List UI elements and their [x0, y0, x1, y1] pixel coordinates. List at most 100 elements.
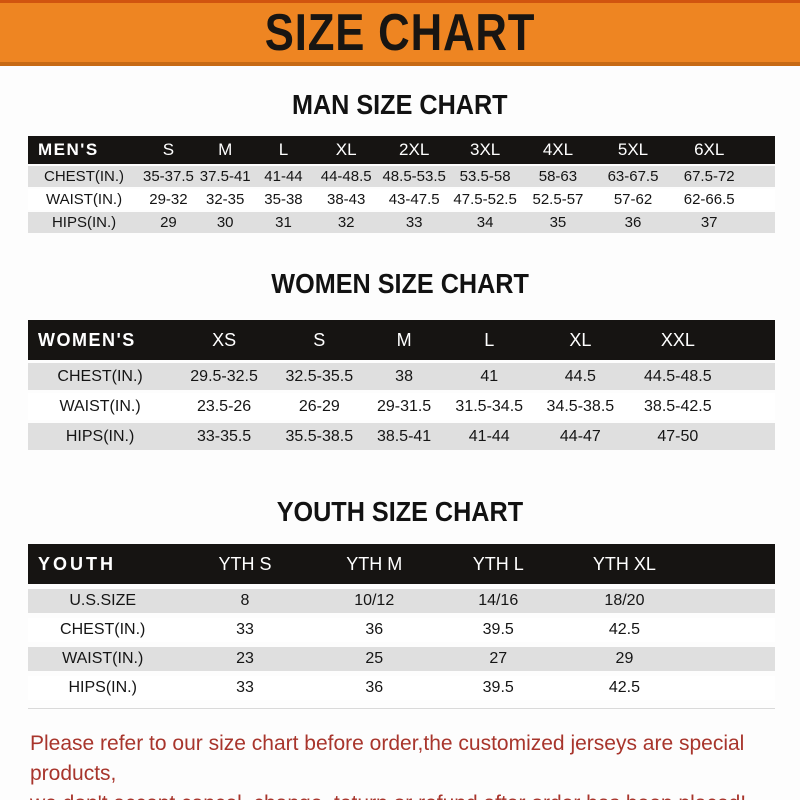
women-size-value-cell: 35.5-38.5	[275, 423, 363, 450]
men-size-value-cell: 34	[449, 212, 521, 233]
youth-size-value-cell: 29	[560, 647, 689, 671]
men-size-value-cell: 52.5-57	[520, 189, 595, 210]
women-size-value-cell: 41	[445, 363, 533, 390]
youth-size-value-cell: 42.5	[560, 618, 689, 642]
youth-size-value-cell: 39.5	[435, 618, 561, 642]
spacer-cell	[688, 647, 775, 671]
men-size-value-cell: 35	[520, 212, 595, 233]
men-size-value-cell: 62-66.5	[671, 189, 748, 210]
youth-size-value-cell: 25	[312, 647, 436, 671]
men-size-column-header: M	[196, 136, 254, 164]
spacer-cell	[727, 363, 775, 390]
men-size-value-cell: 57-62	[594, 189, 672, 210]
men-size-value-cell: 58-63	[520, 166, 595, 187]
men-size-value-cell: 35-37.5	[140, 166, 197, 187]
women-size-column-header: M	[362, 320, 446, 360]
women-size-value-cell: 31.5-34.5	[445, 393, 533, 420]
youth-size-value-cell: 36	[312, 676, 436, 700]
men-size-column-header: XL	[313, 136, 380, 164]
spacer-cell	[747, 212, 775, 233]
women-header-row: WOMEN'S XS S M L XL XXL	[28, 320, 775, 360]
men-size-column-header: S	[140, 136, 197, 164]
youth-row-label-cell: WAIST(IN.)	[28, 647, 178, 671]
youth-size-value-cell: 33	[177, 676, 313, 700]
men-size-value-cell: 29	[140, 212, 197, 233]
youth-size-value-cell: 33	[177, 618, 313, 642]
women-size-column-header: L	[445, 320, 533, 360]
youth-size-value-cell: 10/12	[312, 589, 436, 613]
women-size-value-cell: 44.5	[532, 363, 628, 390]
men-size-value-cell: 38-43	[313, 189, 380, 210]
youth-table-row: WAIST(IN.) 23 25 27 29	[28, 647, 775, 671]
women-row-label-cell: WAIST(IN.)	[28, 393, 173, 420]
youth-size-value-cell: 23	[177, 647, 313, 671]
disclaimer: Please refer to our size chart before or…	[30, 729, 800, 800]
men-size-value-cell: 36	[594, 212, 672, 233]
women-size-value-cell: 38	[362, 363, 446, 390]
men-size-value-cell: 37	[671, 212, 748, 233]
women-size-table: WOMEN'S XS S M L XL XXL CHEST(IN.) 29.5-32.5 32.5…	[28, 317, 775, 453]
men-size-column-header: 2XL	[379, 136, 450, 164]
spacer-cell	[688, 618, 775, 642]
women-corner-label: WOMEN'S	[28, 320, 173, 360]
youth-size-column-header: YTH S	[177, 544, 313, 584]
women-row-label-cell: CHEST(IN.)	[28, 363, 173, 390]
men-size-value-cell: 29-32	[140, 189, 197, 210]
youth-size-value-cell: 8	[177, 589, 313, 613]
men-size-value-cell: 53.5-58	[449, 166, 521, 187]
youth-corner-label: YOUTH	[28, 544, 178, 584]
youth-size-value-cell: 27	[435, 647, 561, 671]
spacer-cell	[747, 166, 775, 187]
youth-size-column-header: YTH XL	[560, 544, 689, 584]
spacer-cell	[747, 136, 775, 164]
disclaimer-line2: we don't accept cancel, change, teturn o…	[30, 789, 800, 800]
women-size-value-cell: 29-31.5	[362, 393, 446, 420]
women-section-heading-text: WOMEN SIZE CHART	[271, 268, 529, 299]
men-size-value-cell: 67.5-72	[671, 166, 748, 187]
men-size-value-cell: 43-47.5	[379, 189, 450, 210]
men-size-value-cell: 41-44	[253, 166, 314, 187]
women-size-column-header: XS	[172, 320, 276, 360]
youth-row-label-cell: CHEST(IN.)	[28, 618, 178, 642]
men-size-value-cell: 33	[379, 212, 450, 233]
youth-section-heading-text: YOUTH SIZE CHART	[276, 496, 524, 527]
women-size-value-cell: 38.5-42.5	[627, 393, 728, 420]
men-size-value-cell: 48.5-53.5	[379, 166, 450, 187]
spacer-cell	[688, 589, 775, 613]
youth-size-table: YOUTH YTH S YTH M YTH L YTH XL U.S.SIZE 8 10/12…	[28, 539, 775, 705]
women-size-value-cell: 38.5-41	[362, 423, 446, 450]
youth-table-bottom-divider	[28, 708, 775, 709]
women-section-heading: WOMEN SIZE CHART	[0, 269, 800, 299]
spacer-cell	[727, 393, 775, 420]
men-table-row: HIPS(IN.) 29 30 31 32 33 34 35 36 37	[28, 212, 775, 233]
youth-size-value-cell: 18/20	[560, 589, 689, 613]
men-size-column-header: 3XL	[449, 136, 521, 164]
women-table-row: CHEST(IN.) 29.5-32.5 32.5-35.5 38 41 44.5 44.5…	[28, 363, 775, 390]
men-size-value-cell: 37.5-41	[196, 166, 254, 187]
women-table-row: HIPS(IN.) 33-35.5 35.5-38.5 38.5-41 41-44 44-…	[28, 423, 775, 450]
youth-size-value-cell: 42.5	[560, 676, 689, 700]
men-table-row: CHEST(IN.) 35-37.5 37.5-41 41-44 44-48.5 48.5…	[28, 166, 775, 187]
women-size-column-header: XXL	[627, 320, 728, 360]
spacer-cell	[727, 423, 775, 450]
youth-table-row: U.S.SIZE 8 10/12 14/16 18/20	[28, 589, 775, 613]
men-size-value-cell: 35-38	[253, 189, 314, 210]
youth-section-heading: YOUTH SIZE CHART	[0, 497, 800, 527]
women-size-value-cell: 32.5-35.5	[275, 363, 363, 390]
men-size-column-header: 4XL	[520, 136, 595, 164]
youth-size-value-cell: 39.5	[435, 676, 561, 700]
men-header-row: MEN'S S M L XL 2XL 3XL 4XL 5XL 6XL	[28, 136, 775, 164]
youth-row-label-cell: U.S.SIZE	[28, 589, 178, 613]
men-size-value-cell: 30	[196, 212, 254, 233]
women-row-label-cell: HIPS(IN.)	[28, 423, 173, 450]
disclaimer-line1: Please refer to our size chart before or…	[30, 732, 745, 785]
men-size-column-header: 5XL	[594, 136, 672, 164]
men-row-label-cell: WAIST(IN.)	[28, 189, 141, 210]
women-size-value-cell: 33-35.5	[172, 423, 276, 450]
men-size-column-header: L	[253, 136, 314, 164]
women-size-value-cell: 29.5-32.5	[172, 363, 276, 390]
men-row-label-cell: CHEST(IN.)	[28, 166, 141, 187]
men-size-value-cell: 44-48.5	[313, 166, 380, 187]
men-table-row: WAIST(IN.) 29-32 32-35 35-38 38-43 43-47.5 47.…	[28, 189, 775, 210]
women-size-column-header: S	[275, 320, 363, 360]
